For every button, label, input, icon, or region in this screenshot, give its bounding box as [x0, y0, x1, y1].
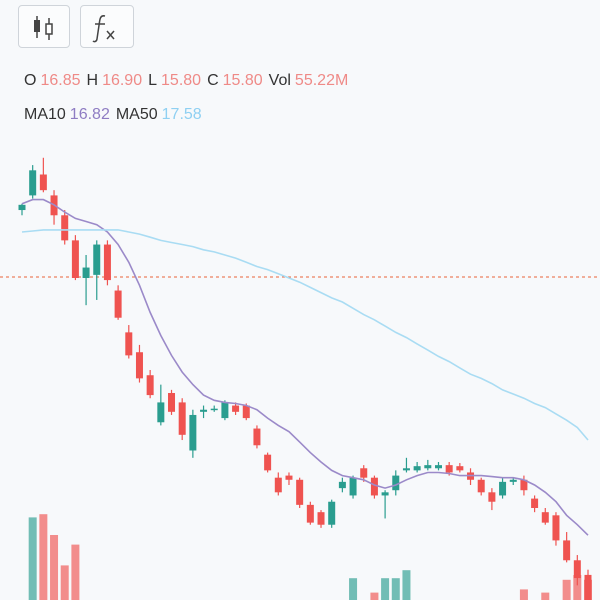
- legend-value: 16.82: [69, 106, 110, 123]
- volume-bar: [573, 575, 582, 600]
- volume-bar: [562, 579, 571, 600]
- candle-body: [552, 515, 560, 541]
- legend-label: O: [24, 72, 37, 89]
- candle-body: [381, 492, 389, 496]
- candle-body: [103, 244, 111, 281]
- candle-body: [477, 479, 485, 493]
- candle-body: [445, 465, 453, 473]
- candle-body: [93, 244, 101, 275]
- ohlc-legend: O 16.85 H 16.90 L 15.80 C 15.80 Vol 55.22M: [24, 72, 354, 90]
- candle-body: [61, 215, 69, 241]
- volume-bar: [381, 578, 390, 600]
- volume-bar: [541, 592, 550, 600]
- candle-body: [189, 414, 197, 451]
- candle-body: [39, 174, 47, 191]
- legend-label: C: [207, 72, 219, 89]
- candle-body: [178, 402, 186, 435]
- volume-bar: [519, 589, 528, 600]
- candle-body: [210, 408, 218, 411]
- candle-body: [242, 405, 250, 419]
- candle-body: [531, 498, 539, 508]
- legend-label: Vol: [268, 72, 291, 89]
- candlestick-button[interactable]: [18, 5, 70, 48]
- volume-bar: [28, 517, 37, 600]
- candlestick-icon: [34, 16, 53, 40]
- ma-line: [21, 198, 589, 536]
- candle-body: [392, 475, 400, 491]
- candle-body: [573, 560, 581, 579]
- candle-body: [413, 466, 421, 471]
- candle-body: [541, 512, 549, 523]
- candle-body: [29, 170, 37, 196]
- volume-bar: [402, 570, 411, 600]
- candle-body: [125, 332, 133, 356]
- legend-label: H: [86, 72, 99, 89]
- candle-body: [71, 240, 79, 278]
- legend-value: 16.85: [40, 72, 81, 89]
- volume-bar: [39, 514, 48, 600]
- candle-body: [563, 540, 571, 561]
- candle-body: [253, 428, 261, 446]
- candle-body: [264, 454, 272, 471]
- volume-bar: [370, 592, 379, 600]
- candle-body: [274, 477, 282, 493]
- fx-icon: [92, 15, 115, 43]
- legend-value: 17.58: [161, 106, 202, 123]
- candle-body: [317, 512, 325, 525]
- legend-value: 55.22M: [294, 72, 349, 89]
- legend-label: L: [148, 72, 158, 89]
- ma-legend: MA10 16.82 MA50 17.58: [24, 106, 208, 124]
- legend-value: 16.90: [102, 72, 143, 89]
- candle-body: [402, 468, 410, 471]
- candle-body: [221, 402, 229, 419]
- volume-bar: [71, 544, 80, 600]
- legend-label: MA50: [115, 106, 158, 123]
- legend-value: 15.80: [222, 72, 263, 89]
- candle-body: [456, 466, 464, 471]
- candle-body: [499, 481, 507, 496]
- candle-body: [285, 475, 293, 480]
- candle-body: [328, 501, 336, 525]
- candle-body: [424, 465, 432, 469]
- legend-value: 15.80: [161, 72, 202, 89]
- legend-label: MA10: [24, 106, 66, 123]
- candle-body: [338, 481, 346, 489]
- candle-body: [82, 267, 90, 278]
- candle-body: [146, 375, 154, 396]
- candle-body: [200, 409, 208, 412]
- candle-body: [232, 405, 240, 412]
- candle-body: [434, 465, 442, 469]
- candle-body: [306, 504, 314, 523]
- candle-body: [520, 479, 528, 491]
- candle-body: [349, 477, 357, 496]
- candle-body: [296, 479, 304, 505]
- volume-bar: [50, 535, 59, 600]
- candle-body: [168, 393, 176, 412]
- candle-body: [360, 468, 368, 478]
- ma-line: [21, 229, 589, 441]
- volume-bar: [391, 578, 400, 600]
- candle-body: [135, 352, 143, 379]
- candle-body: [157, 402, 165, 423]
- candle-body: [114, 290, 122, 318]
- candle-body: [370, 477, 378, 496]
- candle-body: [18, 204, 26, 211]
- candle-body: [509, 479, 517, 482]
- candle-body: [584, 574, 592, 600]
- volume-bar: [349, 578, 358, 600]
- candle-body: [488, 492, 496, 502]
- volume-bar: [60, 565, 69, 600]
- indicator-button[interactable]: [80, 5, 134, 48]
